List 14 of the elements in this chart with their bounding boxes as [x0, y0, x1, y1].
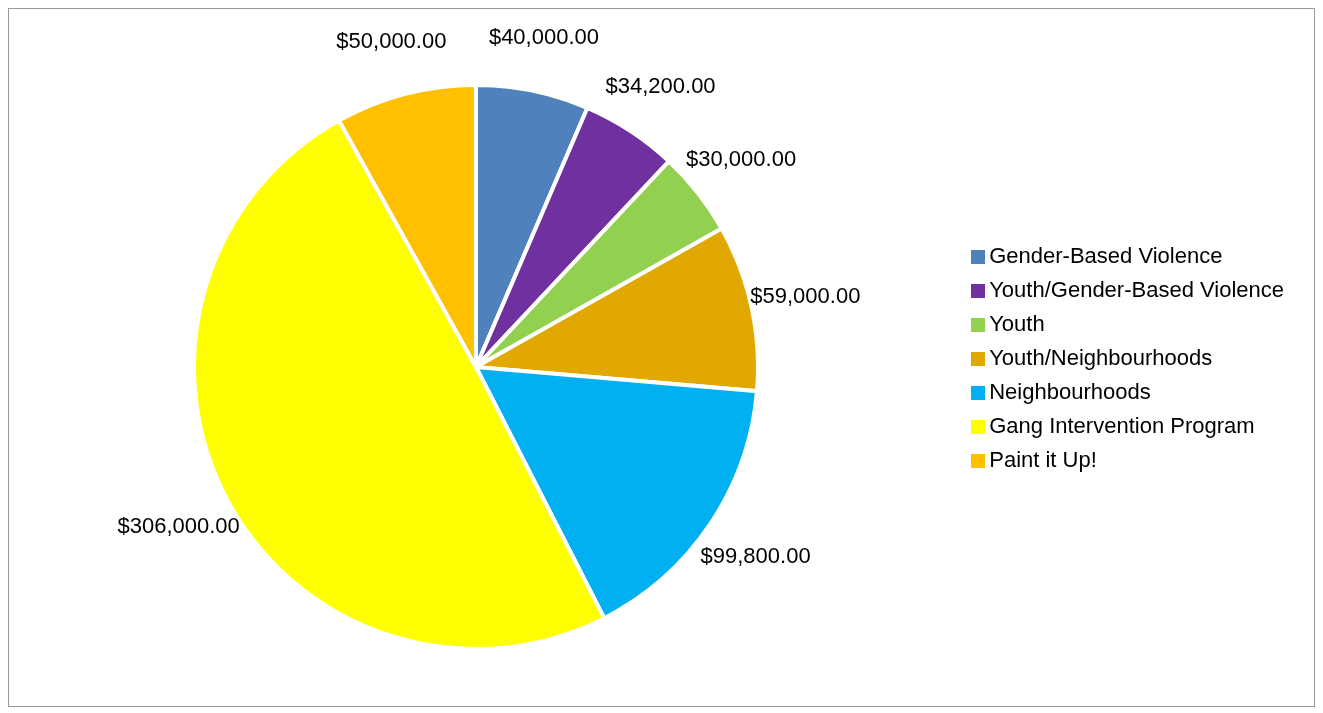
legend-label: Gang Intervention Program	[989, 412, 1255, 438]
data-label: $59,000.00	[750, 283, 861, 309]
legend-label: Youth/Gender-Based Violence	[989, 276, 1284, 302]
data-label: $306,000.00	[117, 513, 240, 539]
legend-label: Youth	[989, 310, 1045, 336]
data-label: $99,800.00	[700, 542, 811, 568]
data-label: $30,000.00	[686, 146, 797, 172]
data-label: $34,200.00	[605, 72, 716, 98]
legend-label: Gender-Based Violence	[989, 242, 1223, 268]
data-label: $50,000.00	[336, 28, 447, 54]
legend-label: Youth/Neighbourhoods	[989, 344, 1213, 370]
data-label: $40,000.00	[488, 24, 599, 50]
legend-label: Neighbourhoods	[989, 378, 1151, 404]
legend-label: Paint it Up!	[989, 446, 1097, 472]
